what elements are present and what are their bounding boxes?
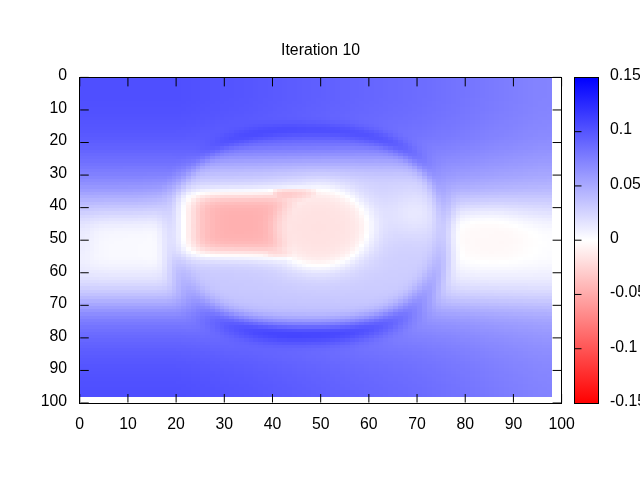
svg-text:20: 20	[49, 131, 67, 148]
svg-text:0: 0	[58, 66, 67, 83]
svg-text:-0.1: -0.1	[610, 338, 637, 355]
svg-text:20: 20	[167, 415, 185, 432]
svg-text:10: 10	[119, 415, 137, 432]
svg-text:Iteration 10: Iteration 10	[281, 41, 360, 58]
svg-text:10: 10	[49, 99, 67, 116]
svg-text:50: 50	[49, 229, 67, 246]
svg-text:0: 0	[75, 415, 84, 432]
svg-text:0.05: 0.05	[610, 175, 640, 192]
svg-text:80: 80	[456, 415, 474, 432]
svg-text:100: 100	[41, 392, 68, 409]
svg-text:0.1: 0.1	[610, 120, 632, 137]
svg-text:0: 0	[610, 229, 619, 246]
svg-text:70: 70	[49, 294, 67, 311]
svg-text:-0.15: -0.15	[610, 392, 640, 409]
svg-text:40: 40	[49, 196, 67, 213]
svg-text:50: 50	[312, 415, 330, 432]
svg-text:30: 30	[49, 164, 67, 181]
svg-text:-0.05: -0.05	[610, 283, 640, 300]
svg-text:60: 60	[49, 262, 67, 279]
svg-text:90: 90	[49, 359, 67, 376]
svg-text:60: 60	[360, 415, 378, 432]
svg-text:70: 70	[408, 415, 426, 432]
svg-text:100: 100	[548, 415, 575, 432]
svg-text:80: 80	[49, 327, 67, 344]
svg-text:90: 90	[505, 415, 523, 432]
svg-text:0.15: 0.15	[610, 66, 640, 83]
svg-text:30: 30	[216, 415, 234, 432]
svg-text:40: 40	[264, 415, 282, 432]
